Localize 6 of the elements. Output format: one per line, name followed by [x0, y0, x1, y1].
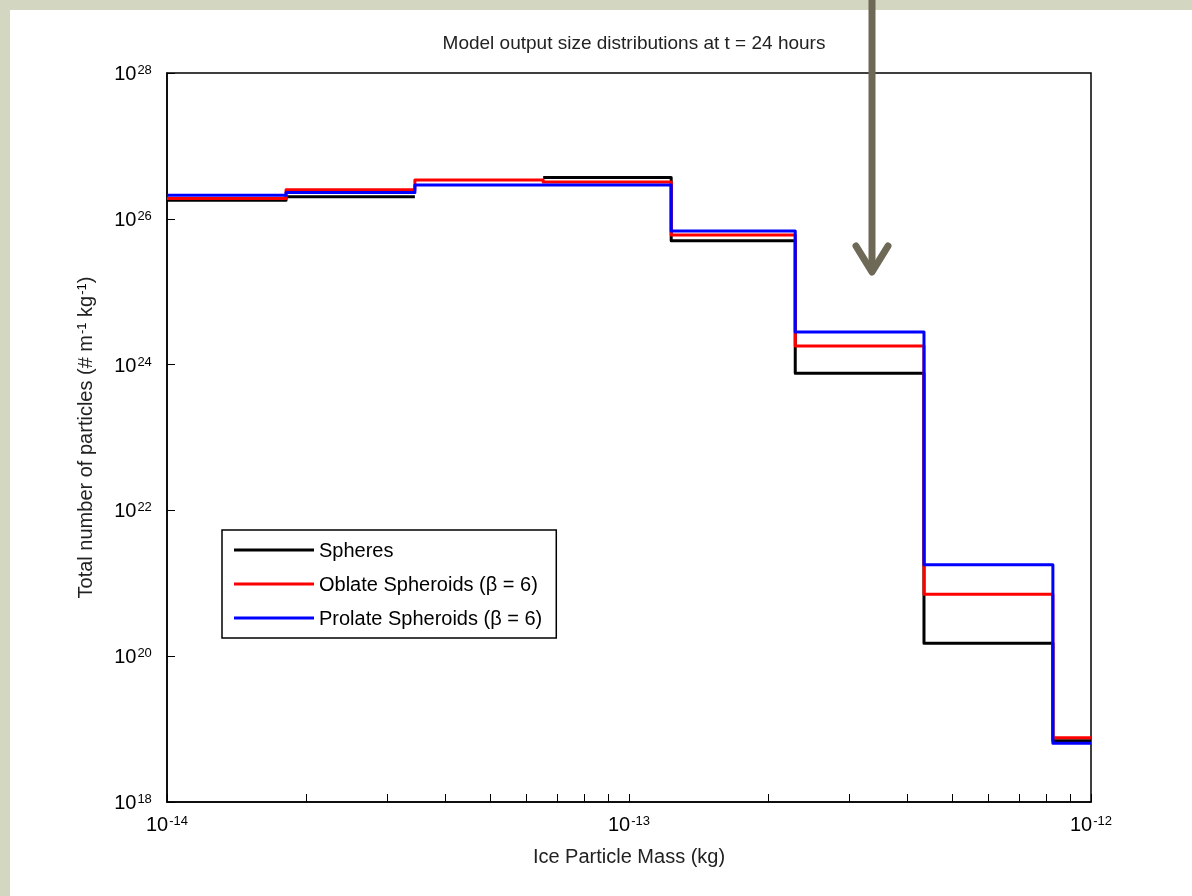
y-axis-title: Total number of particles (# m-1 kg-1) — [74, 276, 96, 599]
legend-label: Oblate Spheroids (β = 6) — [319, 573, 538, 595]
chart-title: Model output size distributions at t = 24 hours — [442, 32, 826, 53]
legend-label: Spheres — [319, 539, 394, 561]
x-axis-title: Ice Particle Mass (kg) — [532, 845, 726, 867]
legend-label: Prolate Spheroids (β = 6) — [319, 607, 543, 629]
